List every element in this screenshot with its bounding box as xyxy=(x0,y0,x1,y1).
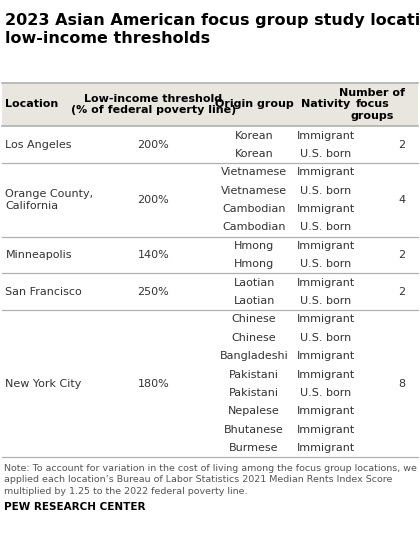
Text: Minneapolis: Minneapolis xyxy=(5,250,72,260)
Text: Hmong: Hmong xyxy=(234,241,274,251)
Text: Immigrant: Immigrant xyxy=(297,369,354,379)
Bar xyxy=(2,83,418,126)
Text: Immigrant: Immigrant xyxy=(297,131,354,141)
Text: Immigrant: Immigrant xyxy=(297,443,354,453)
Text: 2023 Asian American focus group study locations and
low-income thresholds: 2023 Asian American focus group study lo… xyxy=(5,13,420,46)
Text: 2: 2 xyxy=(398,250,405,260)
Text: New York City: New York City xyxy=(5,379,82,389)
Text: Origin group: Origin group xyxy=(215,100,294,109)
Text: Immigrant: Immigrant xyxy=(297,406,354,416)
Text: Hmong: Hmong xyxy=(234,259,274,269)
Text: 8: 8 xyxy=(398,379,405,389)
Text: Nativity: Nativity xyxy=(301,100,350,109)
Text: Cambodian: Cambodian xyxy=(222,222,286,232)
Text: Cambodian: Cambodian xyxy=(222,204,286,214)
Text: 200%: 200% xyxy=(137,140,169,150)
Text: Immigrant: Immigrant xyxy=(297,314,354,325)
Text: Laotian: Laotian xyxy=(234,296,275,306)
Text: Laotian: Laotian xyxy=(234,278,275,288)
Text: U.S. born: U.S. born xyxy=(300,296,351,306)
Text: Immigrant: Immigrant xyxy=(297,351,354,361)
Text: 4: 4 xyxy=(398,195,405,205)
Text: Bangladeshi: Bangladeshi xyxy=(220,351,289,361)
Text: Orange County,
California: Orange County, California xyxy=(5,189,94,211)
Text: San Francisco: San Francisco xyxy=(5,287,82,297)
Text: Immigrant: Immigrant xyxy=(297,204,354,214)
Text: Chinese: Chinese xyxy=(232,314,276,325)
Text: Location: Location xyxy=(5,100,59,109)
Text: U.S. born: U.S. born xyxy=(300,259,351,269)
Text: PEW RESEARCH CENTER: PEW RESEARCH CENTER xyxy=(4,502,146,512)
Text: Note: To account for variation in the cost of living among the focus group locat: Note: To account for variation in the co… xyxy=(4,464,417,496)
Text: 2: 2 xyxy=(398,140,405,150)
Text: 250%: 250% xyxy=(137,287,169,297)
Text: Pakistani: Pakistani xyxy=(229,369,279,379)
Text: Vietnamese: Vietnamese xyxy=(221,167,287,177)
Text: Pakistani: Pakistani xyxy=(229,388,279,398)
Text: U.S. born: U.S. born xyxy=(300,388,351,398)
Text: Number of
focus
groups: Number of focus groups xyxy=(339,88,405,120)
Text: Los Angeles: Los Angeles xyxy=(5,140,72,150)
Text: Immigrant: Immigrant xyxy=(297,167,354,177)
Text: Korean: Korean xyxy=(235,149,273,159)
Text: Immigrant: Immigrant xyxy=(297,241,354,251)
Text: 180%: 180% xyxy=(137,379,169,389)
Text: U.S. born: U.S. born xyxy=(300,222,351,232)
Text: Bhutanese: Bhutanese xyxy=(224,425,284,435)
Text: Immigrant: Immigrant xyxy=(297,278,354,288)
Text: U.S. born: U.S. born xyxy=(300,149,351,159)
Text: Nepalese: Nepalese xyxy=(228,406,280,416)
Text: Chinese: Chinese xyxy=(232,333,276,343)
Text: Low-income threshold
(% of federal poverty line): Low-income threshold (% of federal pover… xyxy=(71,94,236,115)
Text: 2: 2 xyxy=(398,287,405,297)
Text: Vietnamese: Vietnamese xyxy=(221,185,287,196)
Text: 200%: 200% xyxy=(137,195,169,205)
Text: Korean: Korean xyxy=(235,131,273,141)
Text: U.S. born: U.S. born xyxy=(300,185,351,196)
Text: Burmese: Burmese xyxy=(229,443,279,453)
Text: 140%: 140% xyxy=(137,250,169,260)
Text: Immigrant: Immigrant xyxy=(297,425,354,435)
Text: U.S. born: U.S. born xyxy=(300,333,351,343)
